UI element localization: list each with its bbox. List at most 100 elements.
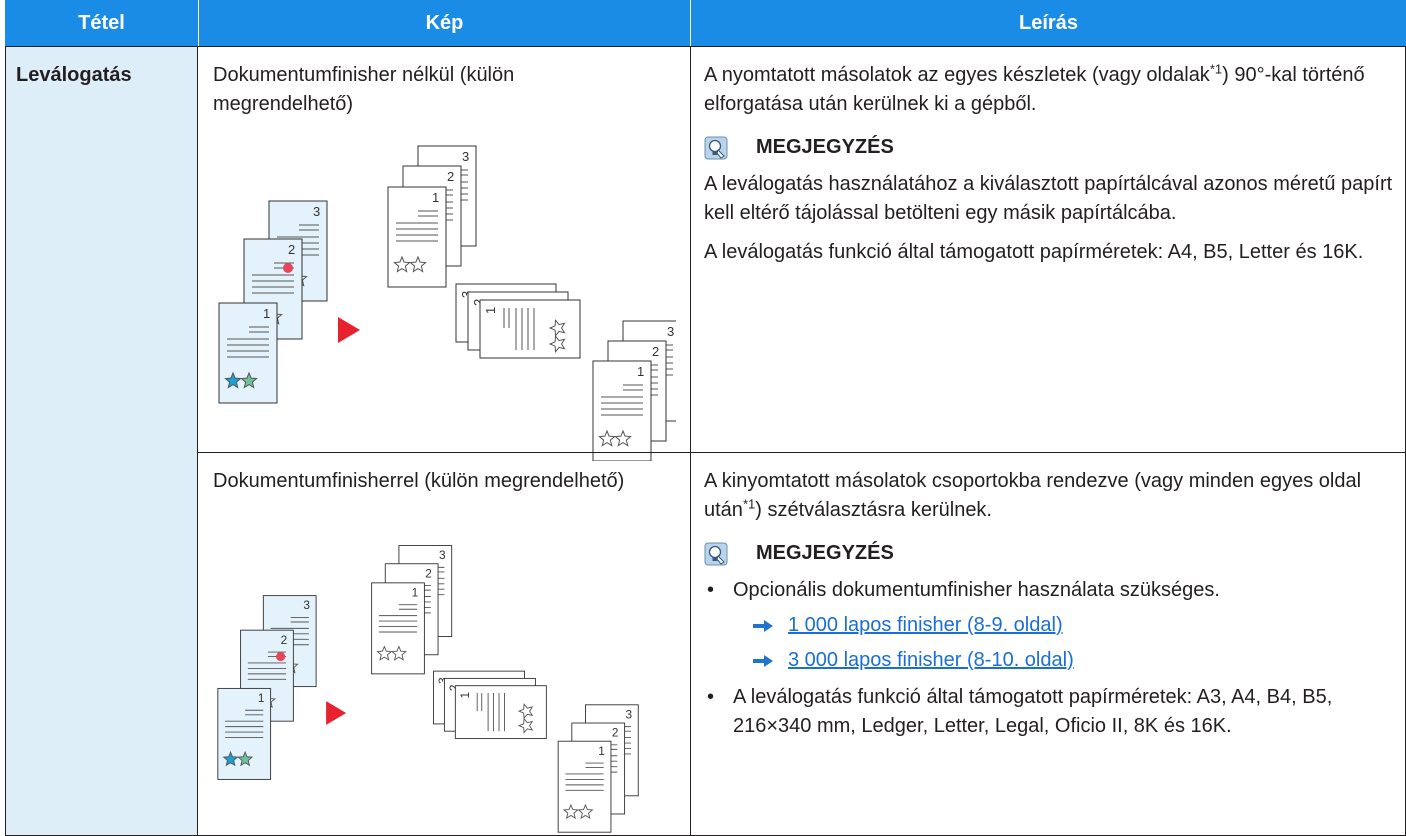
item-text: Leválogatás: [16, 64, 132, 86]
icon-bulb: [708, 139, 722, 152]
page-number: 2: [652, 344, 659, 359]
note-icon: [704, 542, 728, 565]
header-text: Tétel: [78, 11, 125, 34]
star: [562, 803, 579, 820]
page-number: 3: [459, 291, 474, 298]
red-dot: [276, 652, 286, 662]
description-cell: A kinyomtatott másolatok csoportokba ren…: [690, 452, 1406, 836]
footnote: *1: [1209, 61, 1223, 77]
star: [517, 717, 534, 734]
text: ) 90°-kal történő elforgatása után kerül…: [704, 64, 1365, 115]
page-number: 1: [637, 364, 644, 379]
page-number: 1: [412, 586, 419, 600]
star: [517, 703, 534, 720]
page-number: 3: [462, 149, 469, 164]
header-cell: Leírás: [691, 0, 1406, 46]
page-number: 3: [667, 324, 674, 339]
arrow-triangle: [338, 317, 360, 343]
header-cell: Tétel: [5, 0, 198, 46]
page-number: 2: [281, 633, 288, 647]
icon-base: [712, 556, 718, 561]
link[interactable]: 3 000 lapos finisher (8-10. oldal): [788, 649, 1074, 671]
description-text: A kinyomtatott másolatok csoportokba ren…: [704, 467, 1394, 525]
note-title: MEGJEGYZÉS: [704, 133, 1394, 162]
note-title: MEGJEGYZÉS: [704, 539, 1394, 568]
page-sheet: [557, 740, 612, 833]
header-cell: Kép: [199, 0, 690, 46]
page-number: 2: [288, 242, 295, 257]
bullet: Opcionális dokumentumfinisher használata…: [704, 576, 1394, 675]
page: 1: [371, 582, 425, 675]
note-icon: [704, 136, 728, 159]
text: ) szétválasztásra kerülnek.: [755, 499, 992, 521]
page-number: 1: [432, 190, 439, 205]
star: [393, 255, 411, 273]
star: [598, 429, 616, 447]
page-number: 3: [436, 677, 450, 684]
page-number: 2: [471, 299, 486, 306]
header-text: Kép: [425, 11, 464, 34]
page-number: 2: [447, 169, 454, 184]
description: A nyomtatott másolatok az egyes készlete…: [704, 61, 1394, 277]
page-number: 3: [439, 548, 446, 562]
star: [614, 429, 632, 447]
text: A kinyomtatott másolatok csoportokba ren…: [704, 470, 1362, 521]
arrow-shape: [753, 619, 773, 632]
text: A nyomtatott másolatok az egyes készlete…: [704, 64, 1210, 86]
header-text: Leírás: [1019, 11, 1078, 34]
star: [390, 645, 407, 661]
bullet-text: Opcionális dokumentumfinisher használata…: [733, 579, 1220, 601]
star: [376, 645, 393, 661]
icon-hand: [716, 148, 725, 159]
icon-bulb: [708, 545, 722, 558]
link-arrow: [753, 619, 773, 632]
page: 1: [217, 687, 272, 780]
note-list: Opcionális dokumentumfinisher használata…: [704, 576, 1394, 741]
icon-hand: [716, 554, 725, 565]
page-number: 1: [263, 306, 270, 321]
bullet: A leválogatás funkció által támogatott p…: [704, 683, 1394, 741]
image-cell: Dokumentumfinisher nélkül (külön megrend…: [197, 46, 691, 461]
star: [548, 335, 566, 353]
page-number: 3: [303, 598, 310, 612]
star: [222, 750, 239, 767]
page-number: 3: [626, 707, 633, 721]
star: [237, 750, 254, 767]
note-title-text: MEGJEGYZÉS: [756, 136, 894, 158]
page: 1: [387, 186, 447, 288]
page-number: 1: [258, 691, 265, 705]
image-caption: Dokumentumfinisherrel (külön megrendelhe…: [213, 470, 625, 492]
note-paragraph: A leválogatás funkció által támogatott p…: [704, 241, 1364, 263]
page-number: 1: [458, 692, 472, 699]
page-number: 2: [612, 726, 619, 740]
image-cell: Dokumentumfinisherrel (külön megrendelhe…: [197, 452, 691, 836]
link-row: 1 000 lapos finisher (8-9. oldal): [752, 611, 1394, 640]
page: 1: [454, 685, 547, 739]
star: [409, 255, 427, 273]
page: 1: [592, 360, 652, 461]
page-number: 1: [598, 744, 605, 758]
star: [240, 371, 258, 389]
note-paragraph: A leválogatás használatához a kiválaszto…: [704, 173, 1393, 224]
footnote: *1: [742, 496, 756, 512]
item-cell: Leválogatás: [5, 46, 198, 836]
page: 1: [479, 299, 581, 359]
link-row: 3 000 lapos finisher (8-10. oldal): [752, 646, 1394, 675]
page: 1: [557, 740, 612, 833]
page-number: 2: [425, 566, 432, 580]
image-caption: Dokumentumfinisher nélkül (külön megrend…: [213, 64, 515, 115]
note-title-text: MEGJEGYZÉS: [756, 542, 894, 564]
page: 1: [218, 302, 278, 404]
arrow-triangle: [326, 701, 347, 725]
icon-base: [712, 150, 718, 155]
page-number: 2: [447, 685, 461, 692]
link[interactable]: 1 000 lapos finisher (8-9. oldal): [788, 614, 1063, 636]
page-number: 3: [313, 204, 320, 219]
description-cell: A nyomtatott másolatok az egyes készlete…: [690, 46, 1406, 453]
page-number: 1: [483, 307, 498, 314]
description: A kinyomtatott másolatok csoportokba ren…: [704, 467, 1394, 749]
